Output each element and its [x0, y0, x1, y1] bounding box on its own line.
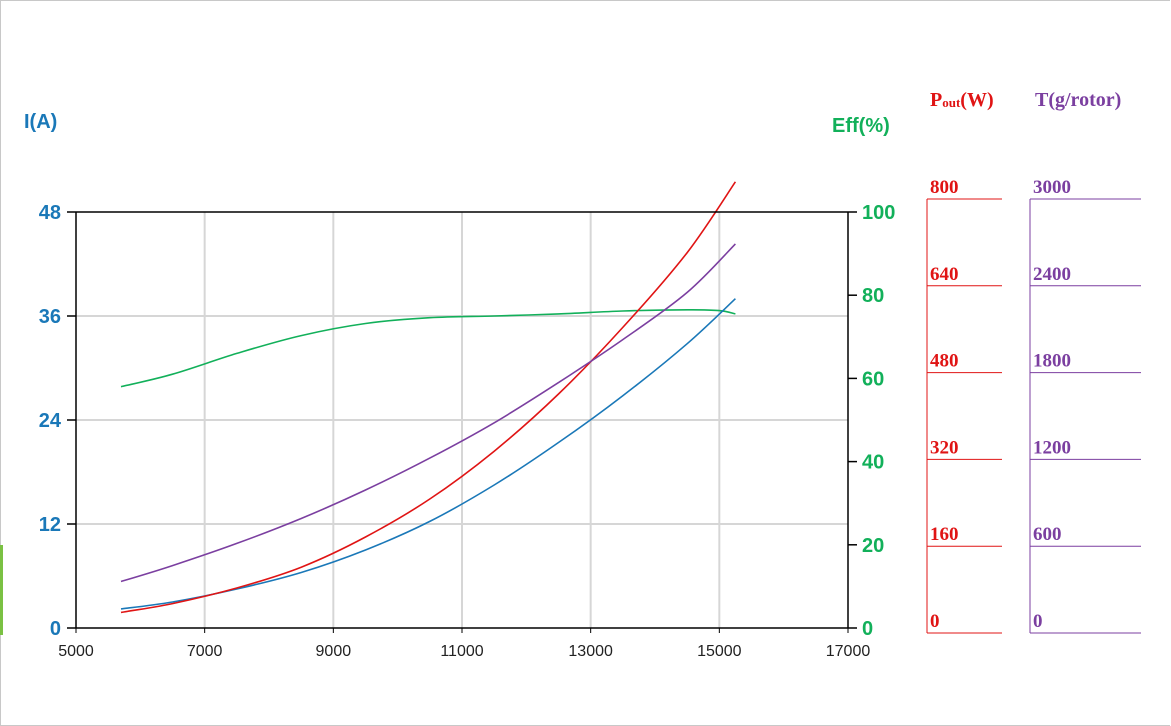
power-tick-label: 0	[930, 611, 940, 632]
x-tick-label: 15000	[697, 643, 742, 660]
power-tick-label: 160	[930, 524, 959, 545]
current-tick-label: 0	[50, 618, 61, 640]
efficiency-tick-label: 40	[862, 452, 884, 474]
efficiency-tick-label: 100	[862, 202, 895, 224]
grid-lines	[76, 212, 848, 628]
current-tick-label: 36	[39, 306, 61, 328]
power-axis-title: Pout(W)	[930, 89, 994, 111]
x-tick-label: 11000	[440, 643, 483, 660]
power-series-line	[120, 181, 737, 614]
x-tick-label: 13000	[568, 643, 613, 660]
thrust-tick-label: 3000	[1033, 177, 1071, 198]
thrust-tick-label: 1200	[1033, 437, 1071, 458]
power-axis-title-unit: (W)	[960, 89, 993, 111]
power-tick-label: 480	[930, 351, 959, 372]
power-axis-title-main: P	[930, 89, 942, 111]
x-tick-label: 5000	[58, 643, 94, 660]
efficiency-series-line	[120, 308, 736, 388]
power-tick-label: 320	[930, 437, 959, 458]
power-tick-label: 640	[930, 264, 959, 285]
efficiency-tick-label: 80	[862, 285, 884, 307]
thrust-axis-title: T(g/rotor)	[1035, 89, 1121, 111]
thrust-tick-label: 600	[1033, 524, 1062, 545]
current-axis-title: I(A)	[24, 111, 57, 133]
window-edge-mark	[0, 545, 3, 635]
efficiency-tick-label: 0	[862, 618, 873, 640]
power-axis-title-sub: out	[942, 95, 961, 110]
x-tick-label: 7000	[187, 643, 223, 660]
current-tick-label: 12	[39, 514, 61, 536]
thrust-series-line	[120, 243, 736, 583]
current-series-line	[120, 298, 736, 610]
thrust-tick-label: 0	[1033, 611, 1043, 632]
axes: 5000 7000 9000 11000 13000 15000 17000 0 12 24 36 4…	[39, 177, 1141, 660]
efficiency-tick-label: 20	[862, 535, 884, 557]
efficiency-axis-title: Eff(%)	[832, 115, 890, 137]
efficiency-tick-label: 60	[862, 368, 884, 390]
thrust-tick-label: 1800	[1033, 351, 1071, 372]
power-tick-label: 800	[930, 177, 959, 198]
x-tick-label: 17000	[826, 643, 871, 660]
series-lines	[120, 181, 737, 614]
current-tick-label: 48	[39, 202, 61, 224]
current-tick-label: 24	[39, 410, 62, 432]
axis-labels: I(A) Eff(%) Pout(W) T(g/rotor)	[24, 89, 1121, 137]
x-tick-label: 9000	[316, 643, 352, 660]
thrust-tick-label: 2400	[1033, 264, 1071, 285]
